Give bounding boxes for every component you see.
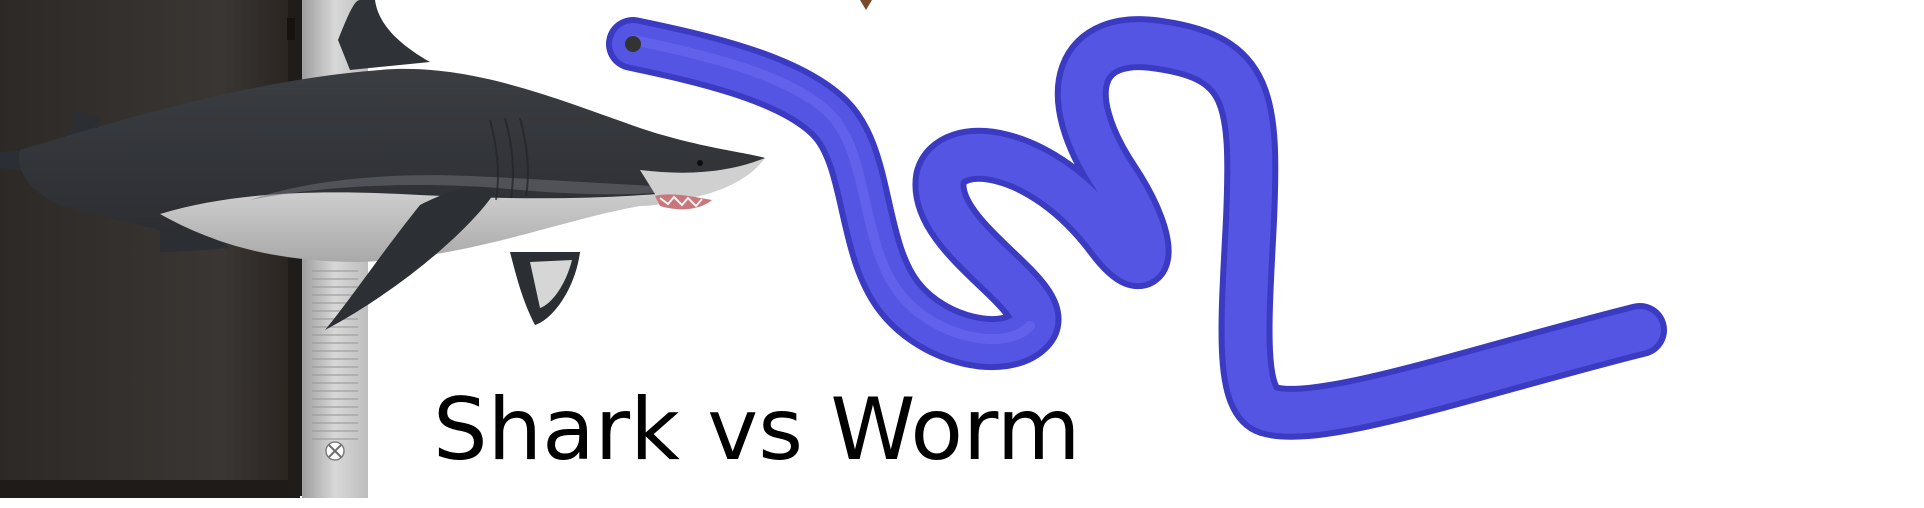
worm-image xyxy=(625,36,1640,413)
slide-title: Shark vs Worm xyxy=(433,387,1081,473)
brown-fragment xyxy=(860,0,872,10)
